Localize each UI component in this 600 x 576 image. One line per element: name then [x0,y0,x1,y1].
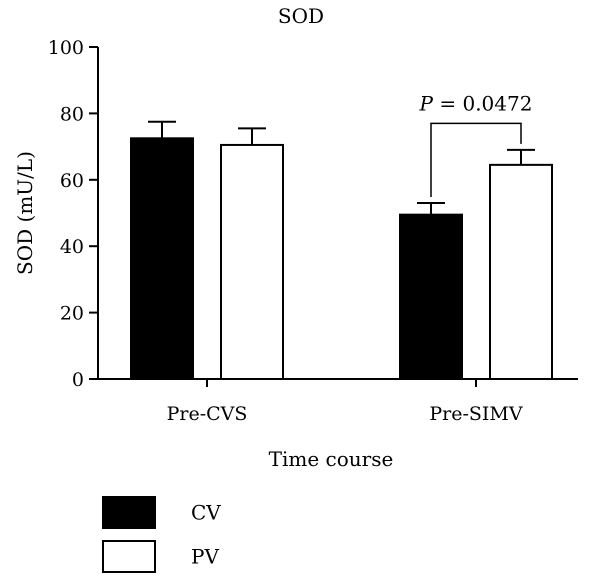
bar-cv-pre-cvs [130,137,194,380]
y-tick-label: 60 [60,170,84,192]
significance-bracket [430,122,522,198]
x-tick-label: Pre-SIMV [429,403,523,425]
y-tick-label: 40 [60,236,84,258]
significance-annotation: P = 0.0472 [419,91,533,198]
y-tick-label: 0 [72,369,84,391]
bar-pv-pre-simv [489,163,553,380]
legend-label-cv: CV [191,501,221,525]
p-value-text: = 0.0472 [433,91,532,115]
p-value-symbol: P [419,91,434,115]
chart-title: SOD [278,4,324,28]
legend-swatch-cv [102,496,156,529]
x-axis-title: Time course [269,447,394,471]
bars-group [130,120,553,380]
y-axis-title: SOD (mU/L) [13,151,37,275]
y-axis: 0 20 40 60 80 100 [48,37,99,391]
legend-label-pv: PV [191,545,219,569]
y-tick-label: 80 [60,103,84,125]
y-tick-label: 100 [48,37,84,59]
legend: CV PV [102,496,221,573]
bar-pv-pre-cvs [220,143,284,380]
bar-cv-pre-simv [399,213,463,380]
x-tick-label: Pre-CVS [167,403,248,425]
legend-swatch-pv [102,540,156,573]
p-value-label: P = 0.0472 [419,91,533,115]
y-tick-label: 20 [60,303,84,325]
x-axis: Pre-CVS Pre-SIMV [98,378,578,425]
